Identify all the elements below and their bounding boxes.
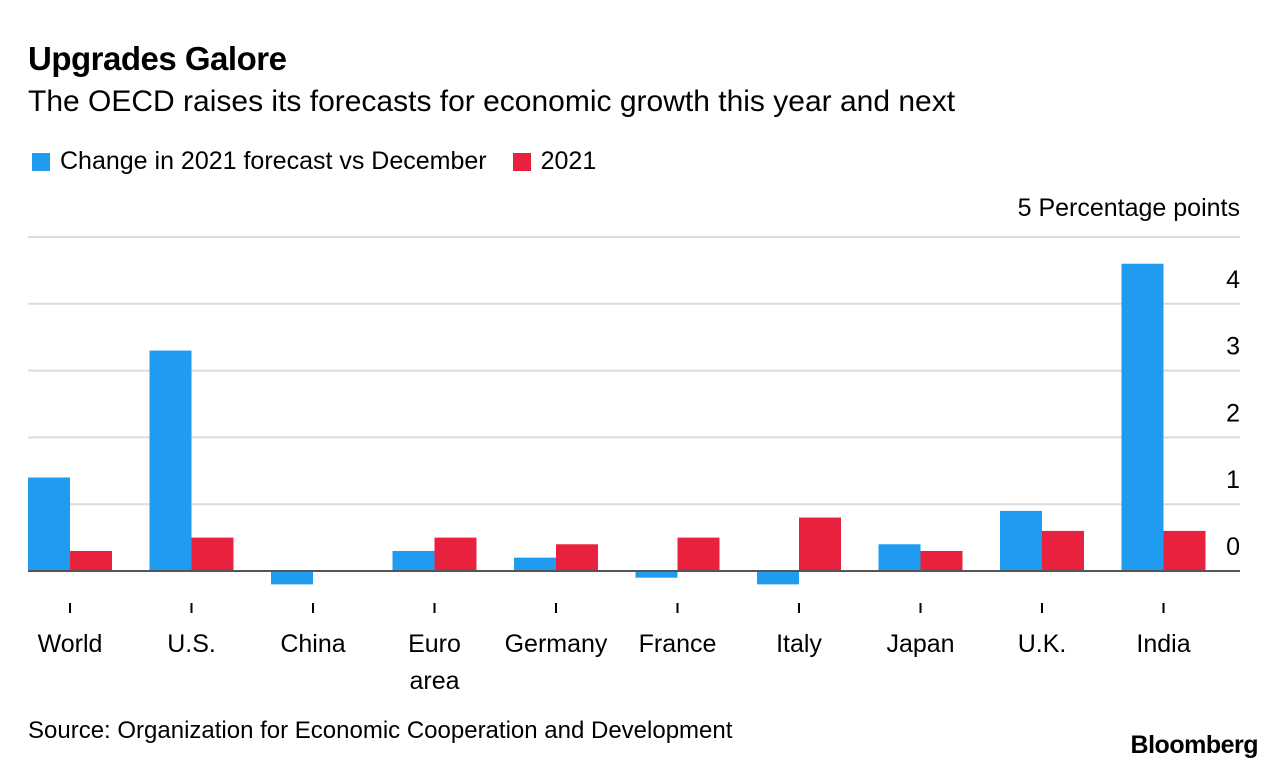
x-tick-label-france: France (639, 630, 717, 658)
y-tick-label-3: 3 (1226, 333, 1240, 361)
x-tick-label-germany: Germany (505, 630, 608, 658)
x-tick-label-u-k-: U.K. (1018, 630, 1067, 658)
legend: Change in 2021 forecast vs December 2021 (32, 147, 622, 176)
x-tick-label-world: World (38, 630, 103, 658)
legend-item-change: Change in 2021 forecast vs December (32, 147, 487, 176)
bar-2021-italy (799, 517, 841, 571)
y-tick-label-2: 2 (1226, 399, 1240, 427)
chart-subtitle: The OECD raises its forecasts for econom… (28, 85, 956, 118)
y-tick-label-4: 4 (1226, 266, 1240, 294)
legend-label-change: Change in 2021 forecast vs December (60, 147, 487, 175)
x-tick-label-euro-area-0: Euro (408, 630, 461, 658)
bar-2021-euro-area (434, 537, 477, 571)
bar-change-germany (514, 557, 556, 571)
chart-title: Upgrades Galore (28, 40, 287, 77)
legend-swatch-2021 (512, 152, 531, 171)
bar-2021-u-s- (191, 537, 234, 571)
legend-label-2021: 2021 (540, 147, 597, 175)
x-tick-label-japan: Japan (886, 630, 954, 658)
bar-change-u-k- (1000, 510, 1042, 571)
bar-change-india (1121, 263, 1164, 571)
bar-change-world (28, 477, 70, 571)
bar-change-italy (757, 571, 799, 585)
source-note: Source: Organization for Economic Cooper… (28, 717, 733, 744)
bar-2021-india (1163, 530, 1206, 571)
x-tick-label-italy: Italy (776, 630, 822, 658)
legend-swatch-change (32, 152, 50, 171)
bar-2021-japan (920, 550, 963, 571)
brand-logo: Bloomberg (1130, 731, 1259, 759)
bar-change-u-s- (149, 350, 192, 571)
bar-change-euro-area (392, 550, 435, 571)
bar-2021-germany (556, 544, 598, 571)
x-tick-label-euro-area-1: area (409, 667, 459, 695)
bar-change-china (271, 571, 313, 585)
y-tick-label-1: 1 (1226, 466, 1240, 494)
x-tick-label-india: India (1136, 630, 1190, 658)
bar-2021-world (70, 550, 112, 571)
legend-item-2021: 2021 (512, 147, 597, 176)
y-axis-unit-label: 5 Percentage points (1017, 194, 1240, 222)
y-tick-label-0: 0 (1226, 533, 1240, 561)
bar-change-japan (878, 544, 921, 571)
x-tick-label-china: China (280, 630, 345, 658)
x-tick-label-u-s-: U.S. (167, 630, 216, 658)
bar-change-france (635, 571, 678, 578)
bar-2021-france (677, 537, 720, 571)
bar-2021-u-k- (1042, 530, 1084, 571)
